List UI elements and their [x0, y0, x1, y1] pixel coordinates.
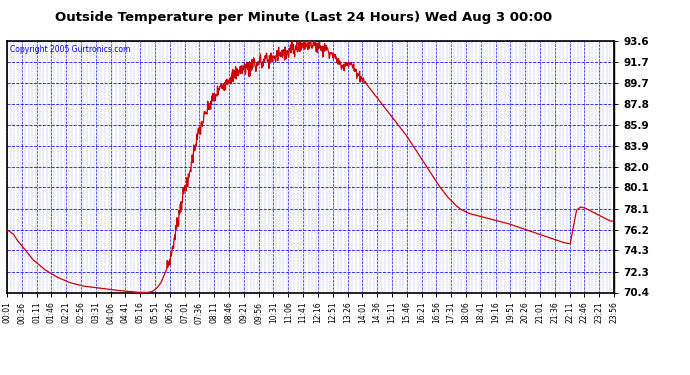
Text: Outside Temperature per Minute (Last 24 Hours) Wed Aug 3 00:00: Outside Temperature per Minute (Last 24 … — [55, 11, 552, 24]
Text: Copyright 2005 Gurtronics.com: Copyright 2005 Gurtronics.com — [10, 45, 130, 54]
